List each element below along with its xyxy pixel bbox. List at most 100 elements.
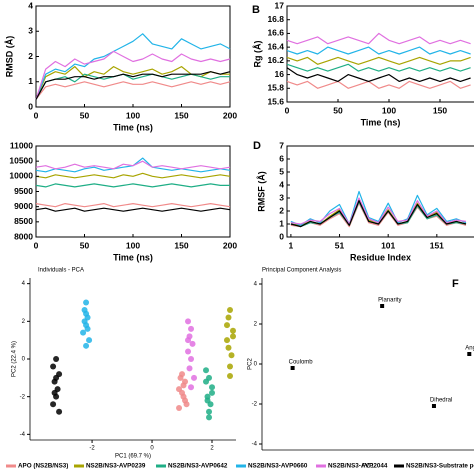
point [84,325,91,332]
point [230,333,237,340]
x-tick-label: 151 [430,240,444,250]
y-axis-label: PC2 [248,358,254,370]
point [179,389,186,396]
point [53,356,60,362]
point [176,404,183,411]
point [225,344,232,351]
point [224,337,231,344]
plot-frame [35,145,231,238]
x-tick-label: 51 [335,240,345,250]
series-line [290,197,467,225]
y-tick-label: 9000 [14,201,33,211]
x-tick-label: 101 [381,240,395,250]
series-line [286,56,471,65]
x-tick-label: 100 [126,240,140,250]
point [50,363,57,370]
series-line [286,32,471,45]
y-tick-label: 16 [275,69,285,79]
y-tick-label: 11000 [10,140,33,150]
series-line [35,71,231,100]
panel-title: Principal Component Analysis [262,268,341,274]
point [186,365,193,372]
y-axis-label: RMSD (Å) [4,36,14,78]
point [53,374,60,381]
x-tick-label: 200 [223,110,237,120]
y-axis-label: RMSF (Å) [256,171,266,212]
legend-label: NS2B/NS3-Substrate pep [406,463,474,470]
y-tick-label: 2 [22,319,26,325]
point [204,397,211,404]
point [191,374,198,381]
y-tick-label: 1 [279,218,284,228]
point [467,352,472,356]
series-line [290,190,467,226]
y-tick-label: 16.8 [267,14,284,24]
y-tick-label: 16.6 [267,28,284,38]
x-tick-label: 2 [210,446,214,452]
point [206,408,213,415]
point [227,372,234,379]
x-tick-label: 150 [174,110,188,120]
panel-title: Individuals - PCA [38,268,84,274]
y-tick-label: 0 [28,101,33,111]
y-tick-label: 3 [28,26,33,36]
y-tick-label: 9500 [14,186,33,196]
x-tick-label: 100 [126,110,140,120]
y-tick-label: 5 [279,166,284,176]
point [185,318,192,325]
point [203,378,210,385]
series-line [290,200,467,228]
series-line [35,50,231,100]
y-tick-label: 10000 [9,171,33,181]
series-line [35,172,231,179]
x-tick-label: 50 [80,110,90,120]
x-axis-label: Time (ns) [113,252,153,262]
y-tick-label: 15.8 [267,83,284,93]
legend-label: NS2B/NS3-AVP0660 [248,463,308,470]
point-label: Angle [465,346,474,352]
series-line [35,160,231,170]
x-tick-label: 200 [223,240,237,250]
point [209,389,216,396]
point [431,404,436,408]
series-line [35,33,231,100]
x-tick-label: 1 [289,240,294,250]
series-line [35,183,230,188]
point [177,374,184,381]
point [228,352,235,359]
point [227,363,234,370]
y-axis-label: Rg (Å) [252,41,262,68]
y-tick-label: 4 [254,282,258,288]
point-label: Coulomb [289,360,314,366]
point [209,384,216,391]
point [206,414,213,421]
y-tick-label: 2 [28,51,33,61]
point [50,401,57,408]
point [51,389,58,396]
y-tick-label: 0 [254,362,258,368]
series-line [286,46,471,55]
x-tick-label: 0 [285,105,290,115]
y-tick-label: 4 [279,179,284,189]
series-line [35,207,231,212]
point [83,310,90,317]
series-line [290,202,467,228]
y-tick-label: 8500 [14,216,33,226]
point [182,397,189,404]
y-tick-label: 0 [279,231,284,241]
point [81,318,88,325]
point [86,337,93,344]
point [188,356,195,362]
point [203,367,210,374]
plot-frame [35,5,231,108]
point [227,307,234,314]
point [185,348,192,355]
point [188,325,195,332]
legend-label: NS2B/NS3-AVP0642 [168,463,228,470]
panel-letter: F [452,278,459,290]
y-tick-label: 7 [279,140,284,150]
x-tick-label: 100 [382,105,396,115]
panel-letter: B [252,4,260,16]
x-tick-label: 150 [174,240,188,250]
point [80,329,87,336]
